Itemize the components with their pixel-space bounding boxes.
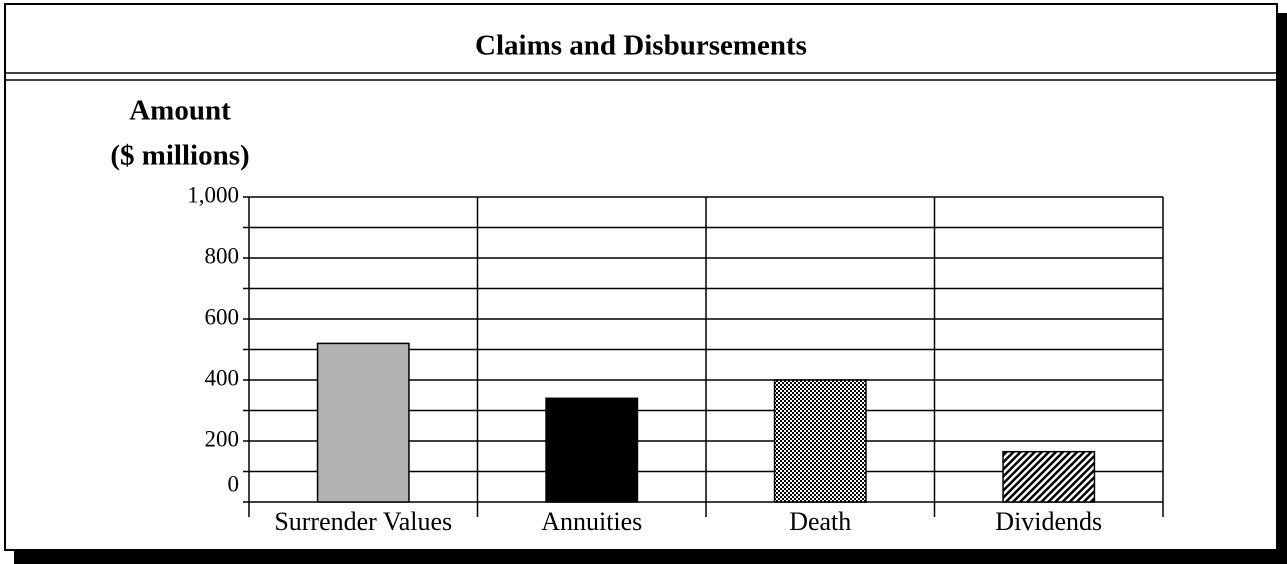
chart-title: Claims and Disbursements [475,30,807,62]
bar [1002,450,1096,503]
x-tick-label: Annuities [541,507,642,536]
bar [316,342,410,503]
bar [773,379,867,503]
x-tick-label: Dividends [995,507,1102,536]
y-tick-label: 200 [205,426,240,451]
y-tick-label: 600 [205,304,240,329]
x-tick-label: Death [789,507,851,536]
y-axis-label: Amount [129,95,231,127]
y-axis-label: ($ millions) [110,140,249,172]
y-tick-label: 0 [228,471,240,496]
y-tick-label: 1,000 [187,182,239,207]
bar [545,397,639,503]
y-tick-label: 800 [205,243,240,268]
x-tick-label: Surrender Values [274,507,452,536]
y-tick-label: 400 [205,365,240,390]
